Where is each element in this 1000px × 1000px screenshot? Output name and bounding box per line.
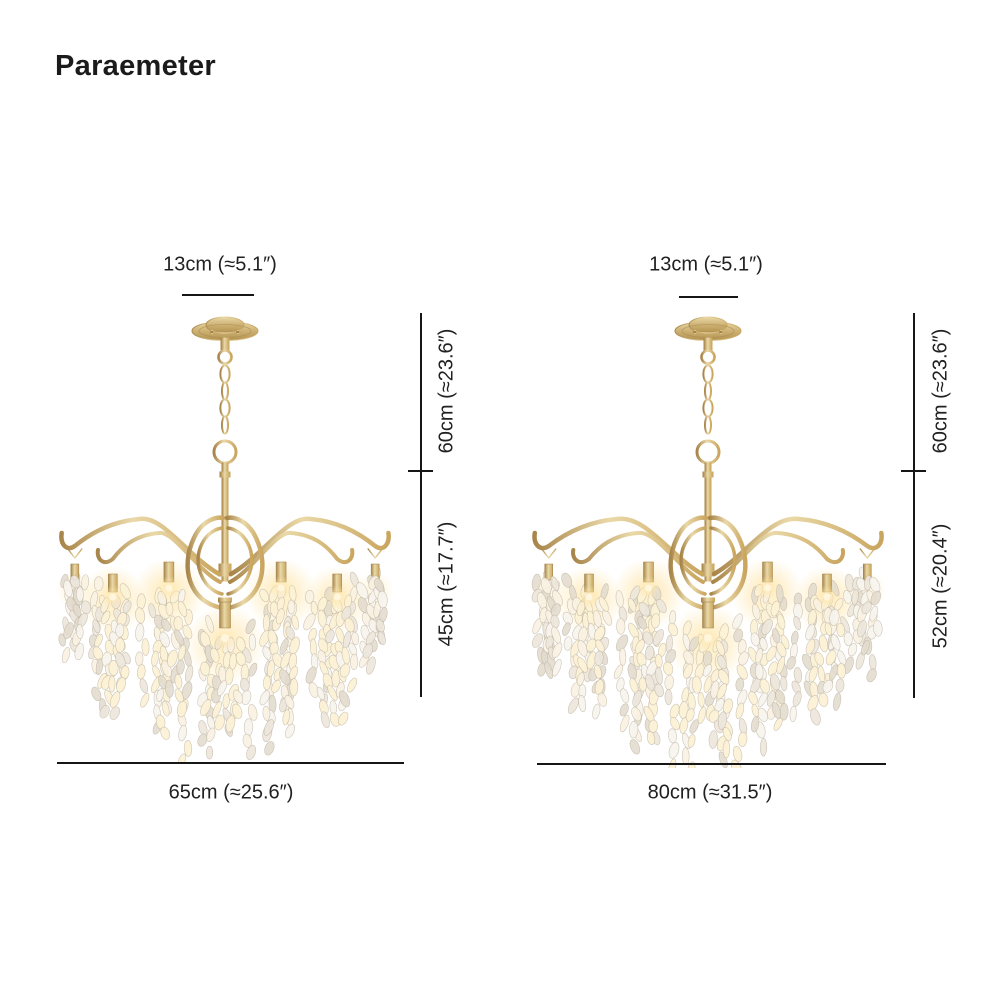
height-dimension-tick (901, 470, 926, 472)
top-width-label: 13cm (≈5.1″) (163, 253, 277, 276)
bottom-width-line (537, 763, 886, 765)
chandelier-illustration-65cm (55, 316, 395, 764)
top-width-line (182, 294, 254, 296)
upper-height-label: 60cm (≈23.6″) (435, 328, 458, 454)
lower-height-label: 52cm (≈20.4″) (929, 523, 952, 649)
chandelier-illustration-80cm (529, 316, 887, 768)
page-title: Paraemeter (55, 50, 216, 82)
height-dimension-line (420, 313, 422, 697)
upper-height-label: 60cm (≈23.6″) (929, 328, 952, 454)
bottom-width-label: 80cm (≈31.5″) (647, 781, 773, 804)
top-width-line (679, 296, 738, 298)
lower-height-label: 45cm (≈17.7″) (435, 521, 458, 647)
height-dimension-tick (408, 470, 433, 472)
height-dimension-line (913, 313, 915, 698)
bottom-width-line (57, 762, 404, 764)
bottom-width-label: 65cm (≈25.6″) (168, 781, 294, 804)
top-width-label: 13cm (≈5.1″) (649, 253, 763, 276)
